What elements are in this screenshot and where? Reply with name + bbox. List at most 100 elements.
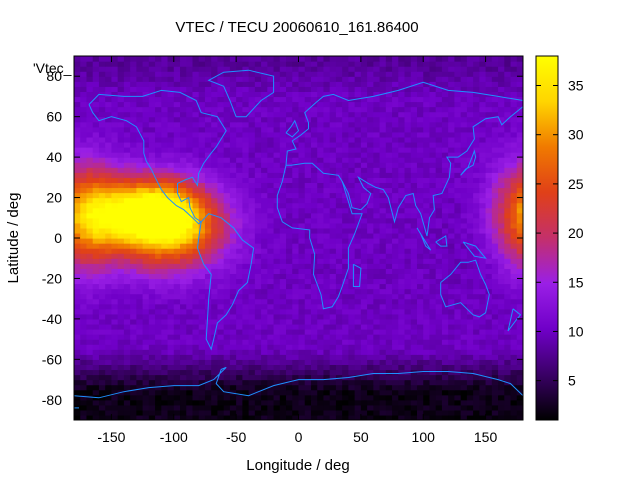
heatmap-cell bbox=[142, 253, 150, 259]
heatmap-cell bbox=[242, 106, 250, 113]
heatmap-cell bbox=[105, 91, 113, 98]
heatmap-cell bbox=[441, 258, 449, 264]
heatmap-cell bbox=[423, 288, 431, 295]
heatmap-cell bbox=[460, 354, 468, 360]
heatmap-cell bbox=[479, 263, 487, 269]
heatmap-cell bbox=[373, 222, 381, 229]
heatmap-cell bbox=[211, 167, 219, 173]
heatmap-cell bbox=[298, 359, 306, 365]
heatmap-cell bbox=[435, 197, 443, 204]
heatmap-cell bbox=[211, 409, 219, 416]
heatmap-cell bbox=[404, 106, 412, 113]
heatmap-cell bbox=[142, 136, 150, 143]
heatmap-cell bbox=[323, 207, 331, 214]
heatmap-cell bbox=[192, 106, 200, 113]
heatmap-cell bbox=[192, 248, 200, 254]
heatmap-cell bbox=[155, 91, 162, 98]
heatmap-cell bbox=[516, 263, 523, 269]
heatmap-cell bbox=[142, 389, 150, 396]
heatmap-cell bbox=[323, 187, 331, 194]
heatmap-cell bbox=[74, 248, 81, 254]
heatmap-cell bbox=[254, 329, 262, 335]
heatmap-cell bbox=[498, 202, 505, 209]
heatmap-cell bbox=[379, 323, 387, 330]
heatmap-cell bbox=[441, 374, 449, 381]
heatmap-cell bbox=[223, 303, 231, 310]
heatmap-cell bbox=[435, 227, 443, 234]
heatmap-cell bbox=[354, 101, 362, 108]
heatmap-cell bbox=[292, 141, 300, 148]
heatmap-cell bbox=[105, 86, 113, 92]
heatmap-cell bbox=[261, 192, 268, 199]
heatmap-cell bbox=[460, 268, 468, 274]
heatmap-cell bbox=[217, 152, 225, 158]
heatmap-cell bbox=[242, 359, 250, 365]
heatmap-cell bbox=[204, 187, 212, 194]
heatmap-cell bbox=[335, 399, 343, 406]
heatmap-cell bbox=[360, 298, 368, 305]
heatmap-cell bbox=[323, 162, 331, 168]
heatmap-cell bbox=[236, 313, 243, 320]
heatmap-cell bbox=[441, 268, 449, 274]
heatmap-cell bbox=[248, 248, 256, 254]
heatmap-cell bbox=[367, 394, 374, 401]
heatmap-cell bbox=[242, 238, 250, 244]
heatmap-cell bbox=[367, 227, 374, 234]
heatmap-cell bbox=[74, 152, 81, 158]
heatmap-cell bbox=[186, 167, 194, 173]
heatmap-cell bbox=[385, 96, 393, 103]
heatmap-cell bbox=[454, 147, 462, 153]
heatmap-cell bbox=[211, 172, 219, 178]
heatmap-cell bbox=[367, 232, 374, 239]
heatmap-cell bbox=[192, 384, 200, 391]
heatmap-cell bbox=[348, 172, 356, 178]
heatmap-cell bbox=[223, 232, 231, 239]
heatmap-cell bbox=[310, 222, 318, 229]
heatmap-cell bbox=[173, 303, 181, 310]
heatmap-cell bbox=[223, 329, 231, 335]
heatmap-cell bbox=[186, 344, 194, 350]
heatmap-cell bbox=[155, 187, 162, 194]
heatmap-cell bbox=[504, 76, 512, 82]
heatmap-cell bbox=[504, 243, 512, 249]
heatmap-cell bbox=[491, 217, 499, 224]
heatmap-cell bbox=[242, 339, 250, 345]
heatmap-cell bbox=[192, 258, 200, 264]
heatmap-cell bbox=[136, 136, 144, 143]
heatmap-cell bbox=[242, 71, 250, 77]
heatmap-cell bbox=[211, 222, 219, 229]
heatmap-cell bbox=[254, 414, 262, 420]
heatmap-cell bbox=[98, 227, 106, 234]
heatmap-cell bbox=[491, 258, 499, 264]
heatmap-cell bbox=[317, 283, 325, 290]
heatmap-cell bbox=[142, 283, 150, 290]
heatmap-cell bbox=[385, 136, 393, 143]
heatmap-cell bbox=[448, 288, 456, 295]
heatmap-cell bbox=[342, 399, 349, 406]
heatmap-cell bbox=[242, 222, 250, 229]
heatmap-cell bbox=[279, 212, 287, 219]
heatmap-cell bbox=[310, 329, 318, 335]
heatmap-cell bbox=[279, 308, 287, 315]
heatmap-cell bbox=[261, 81, 268, 87]
heatmap-cell bbox=[410, 116, 418, 123]
heatmap-cell bbox=[254, 187, 262, 194]
heatmap-cell bbox=[504, 414, 512, 420]
heatmap-cell bbox=[466, 263, 474, 269]
heatmap-cell bbox=[429, 409, 437, 416]
heatmap-cell bbox=[504, 399, 512, 406]
heatmap-cell bbox=[155, 71, 162, 77]
heatmap-cell bbox=[161, 192, 169, 199]
heatmap-cell bbox=[254, 248, 262, 254]
heatmap-cell bbox=[186, 136, 194, 143]
heatmap-cell bbox=[92, 354, 100, 360]
heatmap-cell bbox=[466, 172, 474, 178]
heatmap-cell bbox=[348, 111, 356, 118]
heatmap-cell bbox=[348, 227, 356, 234]
heatmap-cell bbox=[385, 101, 393, 108]
heatmap-cell bbox=[441, 389, 449, 396]
heatmap-cell bbox=[479, 81, 487, 87]
heatmap-cell bbox=[435, 414, 443, 420]
heatmap-cell bbox=[385, 81, 393, 87]
heatmap-cell bbox=[155, 334, 162, 340]
